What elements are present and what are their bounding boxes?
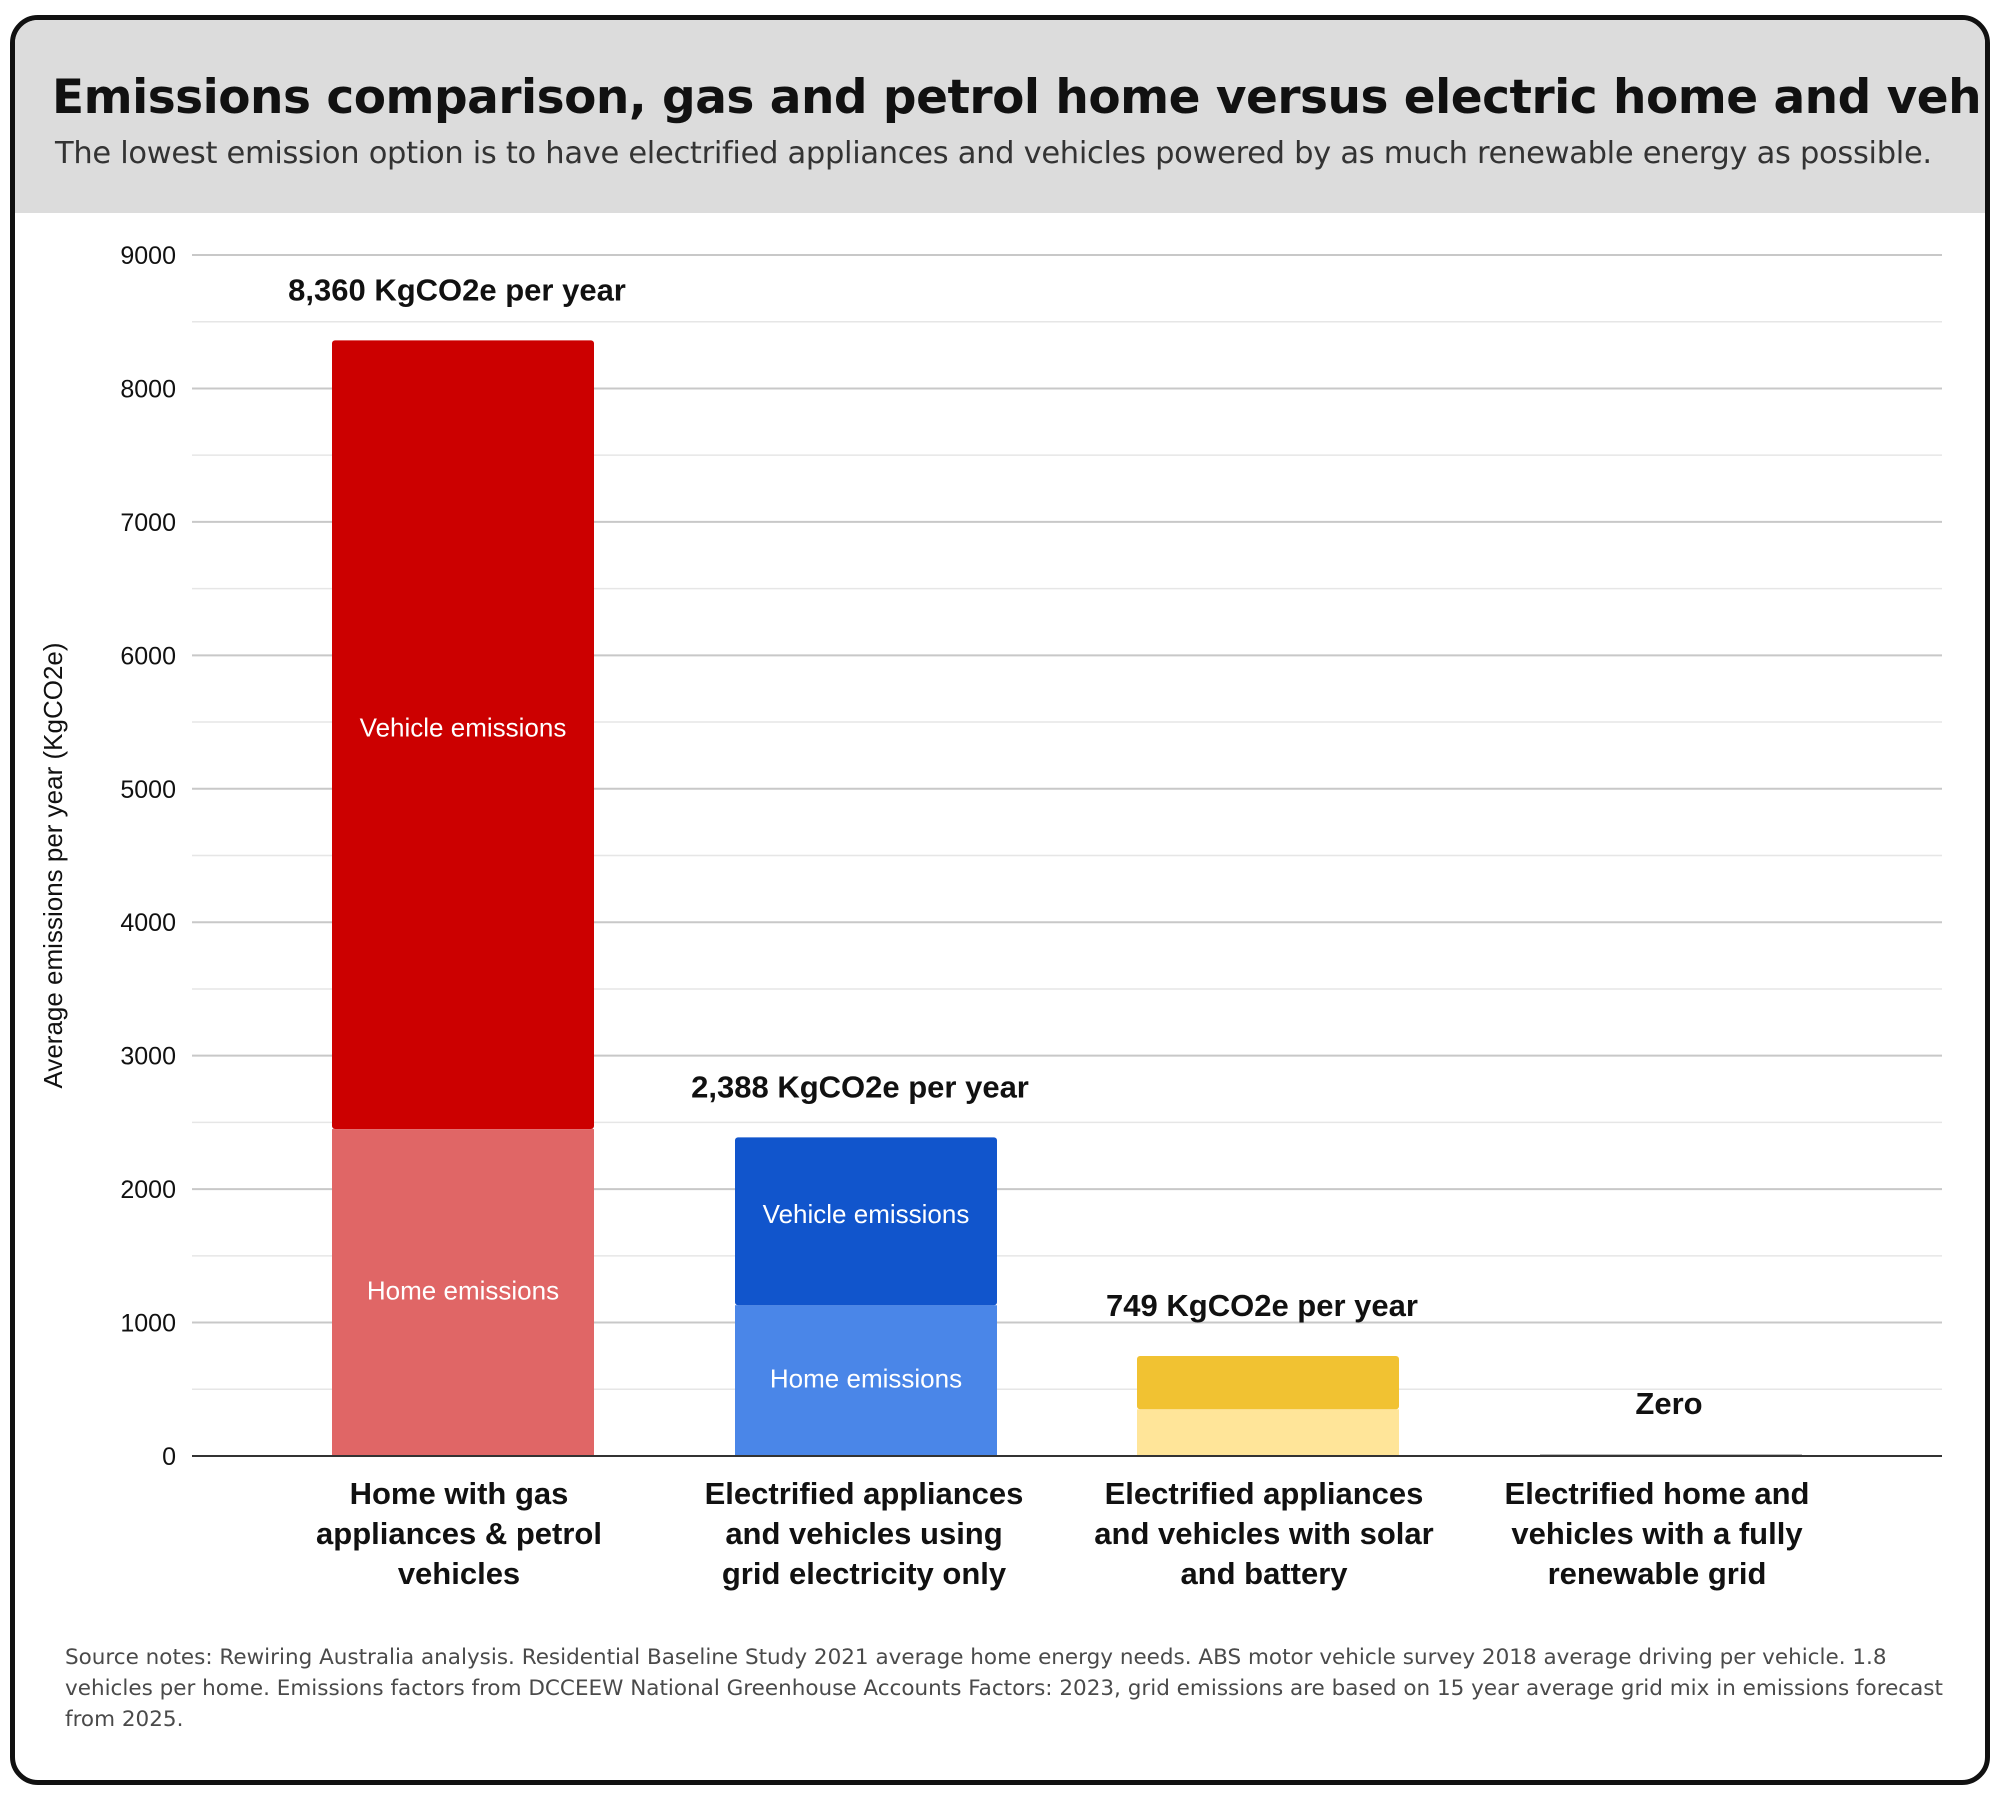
category-label: vehicles [398, 1556, 520, 1591]
category-label: and vehicles with solar [1094, 1516, 1433, 1551]
chart-title: Emissions comparison, gas and petrol hom… [52, 70, 1990, 125]
y-tick-label: 5000 [120, 776, 176, 804]
vehicle-emissions-bar [1137, 1356, 1399, 1410]
bar-labels: Home emissions Vehicle emissions 8,360 KgC… [288, 272, 1702, 1421]
home-emissions-bar [735, 1305, 997, 1456]
vehicle-emissions-bar [735, 1137, 997, 1306]
total-label: Zero [1635, 1386, 1702, 1421]
total-label: 2,388 KgCO2e per year [691, 1069, 1029, 1104]
y-tick-label: 6000 [120, 642, 176, 670]
segment-label: Home emissions [770, 1363, 962, 1393]
home-emissions-bar [332, 1129, 594, 1456]
y-tick-label: 9000 [120, 242, 176, 270]
total-label: 749 KgCO2e per year [1106, 1288, 1418, 1323]
bars [332, 340, 1802, 1456]
category-label: Electrified appliances [1105, 1476, 1424, 1511]
y-tick-label: 8000 [120, 375, 176, 403]
category-label: and battery [1180, 1556, 1348, 1591]
y-axis-label: Average emissions per year (KgCO2e) [38, 642, 68, 1088]
vehicle-emissions-bar [332, 340, 594, 1130]
y-tick-label: 2000 [120, 1176, 176, 1204]
segment-label: Vehicle emissions [360, 713, 567, 743]
category-label: Home with gas [350, 1476, 569, 1511]
y-tick-label: 3000 [120, 1043, 176, 1071]
y-tick-label: 4000 [120, 909, 176, 937]
y-axis-ticks: 0 1000 2000 3000 4000 5000 6000 7000 8000 9000 [120, 242, 176, 1471]
category-label: grid electricity only [722, 1556, 1007, 1591]
header-banner: Emissions comparison, gas and petrol hom… [15, 20, 1985, 213]
y-tick-label: 1000 [120, 1310, 176, 1338]
total-label: 8,360 KgCO2e per year [288, 272, 626, 307]
y-tick-label: 0 [162, 1443, 176, 1471]
home-emissions-bar [1137, 1409, 1399, 1456]
category-label: Electrified appliances [705, 1476, 1024, 1511]
category-label: vehicles with a fully [1511, 1516, 1803, 1551]
category-label: appliances & petrol [316, 1516, 602, 1551]
category-label: Electrified home and [1505, 1476, 1810, 1511]
segment-label: Home emissions [367, 1275, 559, 1305]
category-labels: Home with gas appliances & petrol vehicles… [316, 1476, 1809, 1591]
segment-label: Vehicle emissions [763, 1199, 970, 1229]
category-label: renewable grid [1548, 1556, 1767, 1591]
category-label: and vehicles using [725, 1516, 1002, 1551]
y-tick-label: 7000 [120, 509, 176, 537]
chart-subtitle: The lowest emission option is to have el… [55, 136, 1932, 171]
source-notes: Source notes: Rewiring Australia analysi… [65, 1645, 1943, 1732]
